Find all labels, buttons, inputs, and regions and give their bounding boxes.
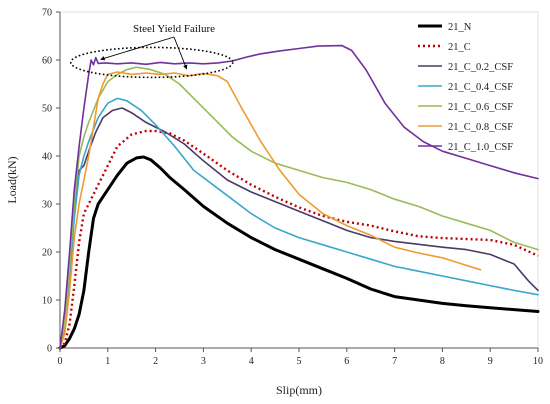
series-line-1 (59, 129, 539, 349)
legend-label-1: 21_C (448, 42, 471, 53)
y-tick-label: 0 (47, 344, 52, 355)
x-tick-label: 1 (105, 356, 110, 367)
x-tick-label: 7 (392, 356, 397, 367)
series-lines (58, 44, 540, 350)
annotation-arrow-1 (173, 36, 188, 70)
legend-label-3: 21_C_0.4_CSF (448, 82, 513, 93)
y-tick-label: 10 (42, 296, 52, 307)
x-tick-label: 9 (488, 356, 493, 367)
x-tick-label: 4 (249, 356, 254, 367)
legend: 21_N 21_C 21_C_0.2_CSF 21_C_0.4_CSF 21_C_0.6… (418, 22, 513, 153)
legend-label-2: 21_C_0.2_CSF (448, 62, 513, 73)
series-line-0 (58, 155, 540, 350)
legend-label-6: 21_C_1.0_CSF (448, 142, 513, 153)
y-tick-label: 60 (42, 56, 52, 67)
y-tick-label: 20 (42, 248, 52, 259)
legend-label-0: 21_N (448, 22, 472, 33)
series-line-5 (59, 71, 482, 349)
x-tick-label: 6 (344, 356, 349, 367)
x-tick-label: 0 (58, 356, 63, 367)
legend-label-5: 21_C_0.8_CSF (448, 122, 513, 133)
series-line-2 (59, 107, 539, 349)
annotation-arrow-0 (100, 36, 175, 61)
y-tick-label: 40 (42, 152, 52, 163)
y-tick-label: 50 (42, 104, 52, 115)
axes: 0 1 2 3 4 5 6 7 8 9 10 0 10 20 30 40 50 60 70 Slip(mm) Load(… (5, 8, 543, 398)
y-tick-label: 30 (42, 200, 52, 211)
series-line-6 (59, 44, 539, 349)
x-tick-label: 2 (153, 356, 158, 367)
series-line-4 (59, 66, 539, 349)
series-line-3 (59, 97, 539, 349)
annotation-label: Steel Yield Failure (133, 23, 215, 35)
x-tick-label: 3 (201, 356, 206, 367)
y-tick-label: 70 (42, 8, 52, 19)
x-tick-label: 10 (533, 356, 543, 367)
x-tick-label: 8 (440, 356, 445, 367)
yield-ellipse (69, 46, 234, 79)
annotation: Steel Yield Failure (69, 23, 234, 79)
x-tick-label: 5 (297, 356, 302, 367)
x-axis-title: Slip(mm) (276, 383, 322, 397)
y-axis-title: Load(kN) (5, 156, 19, 203)
legend-label-4: 21_C_0.6_CSF (448, 102, 513, 113)
